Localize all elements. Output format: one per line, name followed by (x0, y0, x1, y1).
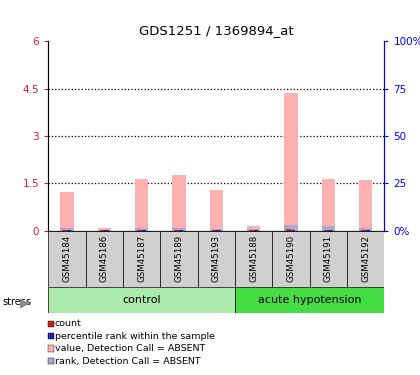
FancyBboxPatch shape (347, 231, 384, 287)
Text: GSM45188: GSM45188 (249, 235, 258, 282)
FancyBboxPatch shape (48, 231, 86, 287)
Bar (359, 180, 373, 231)
FancyBboxPatch shape (235, 231, 272, 287)
Bar (286, 229, 291, 231)
Bar (249, 230, 254, 231)
Bar (210, 190, 223, 231)
Bar (212, 230, 216, 231)
Bar (210, 229, 223, 231)
Bar (284, 93, 298, 231)
Text: count: count (55, 320, 81, 328)
Text: GSM45186: GSM45186 (100, 235, 109, 282)
FancyBboxPatch shape (86, 231, 123, 287)
Text: ▶: ▶ (20, 296, 30, 309)
Bar (172, 176, 186, 231)
Bar (254, 230, 258, 231)
Bar (97, 228, 111, 231)
Bar (247, 230, 260, 231)
Bar (284, 225, 298, 231)
Bar (135, 178, 148, 231)
Bar (100, 230, 104, 231)
Text: GSM45184: GSM45184 (63, 235, 71, 282)
Text: GSM45192: GSM45192 (361, 235, 370, 282)
Text: GSM45190: GSM45190 (286, 235, 295, 282)
Bar (359, 228, 373, 231)
Text: rank, Detection Call = ABSENT: rank, Detection Call = ABSENT (55, 357, 200, 366)
Bar (216, 230, 221, 231)
Bar (104, 230, 109, 231)
FancyBboxPatch shape (272, 231, 310, 287)
Bar (142, 230, 146, 231)
Bar (322, 226, 335, 231)
Bar (135, 228, 148, 231)
Text: GSM45193: GSM45193 (212, 235, 221, 282)
Text: control: control (122, 295, 161, 305)
Text: percentile rank within the sample: percentile rank within the sample (55, 332, 215, 341)
Title: GDS1251 / 1369894_at: GDS1251 / 1369894_at (139, 24, 294, 37)
Bar (63, 230, 67, 231)
Bar (361, 230, 366, 231)
FancyBboxPatch shape (123, 231, 160, 287)
Text: GSM45189: GSM45189 (174, 235, 184, 282)
Bar (179, 230, 184, 231)
Bar (67, 230, 71, 231)
FancyBboxPatch shape (235, 287, 384, 313)
Bar (137, 230, 142, 231)
Text: value, Detection Call = ABSENT: value, Detection Call = ABSENT (55, 344, 205, 353)
FancyBboxPatch shape (48, 287, 235, 313)
Bar (291, 230, 295, 231)
Text: GSM45187: GSM45187 (137, 235, 146, 282)
Bar (247, 226, 260, 231)
FancyBboxPatch shape (198, 231, 235, 287)
FancyBboxPatch shape (310, 231, 347, 287)
Bar (322, 178, 335, 231)
Bar (60, 192, 74, 231)
Bar (328, 230, 333, 231)
Text: acute hypotension: acute hypotension (258, 295, 361, 305)
FancyBboxPatch shape (160, 231, 198, 287)
Bar (172, 228, 186, 231)
Text: stress: stress (2, 297, 31, 307)
Bar (366, 230, 370, 231)
Text: GSM45191: GSM45191 (324, 235, 333, 282)
Bar (60, 228, 74, 231)
Bar (174, 230, 179, 231)
Bar (324, 230, 328, 231)
